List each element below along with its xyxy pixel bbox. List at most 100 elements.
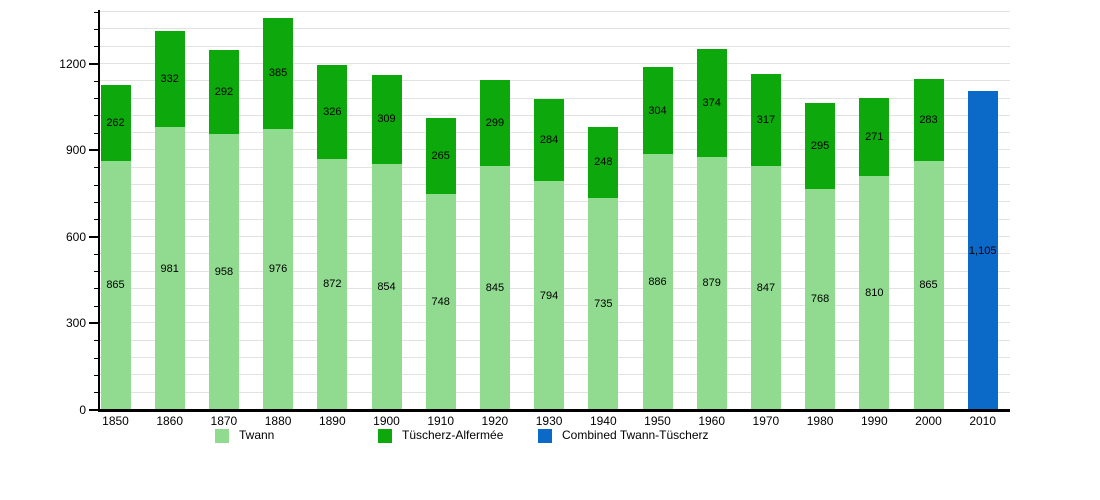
x-tick-label: 1960 [698, 414, 726, 428]
y-minor-tick [94, 80, 98, 82]
gridline [100, 28, 1010, 30]
bar-segment-1880 [263, 128, 294, 410]
y-tick-label: 600 [65, 229, 86, 244]
x-tick-label: 1850 [102, 414, 129, 428]
bar-segment-1870 [208, 133, 239, 410]
bar-segment-1920 [479, 80, 510, 167]
bar-value-label: 284 [539, 134, 559, 147]
bar-value-label: 845 [485, 282, 505, 295]
y-minor-tick [94, 340, 98, 342]
x-tick-label: 1870 [210, 414, 238, 428]
legend-swatch [378, 428, 392, 443]
bar-segment-1880 [263, 17, 294, 129]
legend-label: Tüscherz-Alfermée [402, 428, 504, 442]
y-minor-tick [94, 271, 98, 273]
bar-segment-1980 [805, 103, 836, 189]
bar-segment-1910 [425, 117, 456, 195]
bar-segment-1970 [750, 74, 781, 166]
bar-segment-1900 [371, 74, 402, 164]
bar-segment-1910 [425, 194, 456, 410]
x-tick-label: 1860 [156, 414, 184, 428]
bar-value-label: 304 [648, 104, 667, 117]
bar-segment-1940 [588, 126, 619, 199]
bar-segment-1930 [534, 181, 565, 410]
bar-value-label: 265 [431, 150, 450, 163]
y-minor-tick [94, 201, 98, 203]
legend-item: Combined Twann-Tüscherz [538, 428, 709, 443]
bar-value-label: 283 [919, 113, 938, 126]
y-major-tick [89, 322, 98, 325]
bar-value-label: 248 [594, 156, 613, 169]
bar-segment-1960 [696, 48, 727, 157]
bar-segment-2010 [967, 91, 998, 410]
x-tick-label: 1990 [860, 414, 888, 428]
bar-segment-1890 [317, 64, 348, 159]
bar-value-label: 976 [268, 263, 288, 276]
plot-area: 865 262 981 332 958 292 976 385 872 326 854 309 748 2… [100, 11, 1010, 410]
bar-segment-1990 [859, 98, 890, 177]
bar-segment-1870 [208, 49, 239, 134]
y-minor-tick [94, 11, 98, 13]
bar-segment-1960 [696, 156, 727, 410]
bar-value-label: 317 [756, 114, 776, 126]
bar-value-label: 299 [485, 117, 505, 130]
legend-item: Tüscherz-Alfermée [378, 428, 503, 443]
bar-segment-1850 [100, 84, 131, 161]
y-minor-tick [94, 219, 98, 221]
y-major-tick [89, 235, 98, 238]
x-tick-label: 1930 [535, 414, 563, 428]
y-minor-tick [94, 253, 98, 255]
legend-item: Twann [215, 428, 274, 443]
bar-value-label: 794 [539, 289, 559, 302]
bar-value-label: 271 [865, 131, 884, 144]
bar-value-label: 981 [160, 262, 179, 275]
bar-value-label: 958 [214, 265, 234, 278]
bar-value-label: 295 [810, 139, 830, 152]
bar-value-label: 326 [323, 105, 342, 118]
bar-value-label: 865 [106, 279, 125, 292]
gridline [100, 45, 1010, 47]
bar-value-label: 262 [106, 116, 125, 129]
y-minor-tick [94, 46, 98, 48]
y-minor-tick [94, 184, 98, 186]
bar-value-label: 872 [323, 278, 342, 291]
bar-segment-1930 [534, 99, 565, 182]
x-tick-label: 2010 [969, 414, 997, 428]
x-axis-line [98, 409, 1010, 412]
x-tick-label: 2000 [915, 414, 942, 428]
gridline [100, 11, 1010, 12]
x-tick-label: 1980 [806, 414, 834, 428]
bar-value-label: 847 [756, 281, 776, 294]
y-minor-tick [94, 392, 98, 394]
bar-value-label: 1,105 [968, 244, 997, 257]
bar-segment-1900 [371, 163, 402, 410]
bar-value-label: 735 [594, 298, 613, 310]
x-tick-label: 1890 [318, 414, 346, 428]
y-minor-tick [94, 288, 98, 290]
bar-value-label: 879 [702, 277, 721, 290]
bar-value-label: 385 [268, 66, 288, 79]
x-tick-label: 1920 [481, 414, 509, 428]
legend-swatch [215, 428, 229, 443]
y-tick-label: 1200 [59, 56, 86, 71]
bar-segment-1860 [154, 127, 185, 410]
bar-value-label: 309 [377, 113, 396, 126]
bar-value-label: 854 [377, 280, 396, 293]
y-minor-tick [94, 98, 98, 100]
x-tick-label: 1970 [752, 414, 780, 428]
bar-value-label: 810 [865, 287, 884, 300]
x-tick-label: 1880 [264, 414, 292, 428]
legend-label: Combined Twann-Tüscherz [562, 428, 709, 442]
bar-value-label: 865 [919, 279, 938, 292]
y-minor-tick [94, 28, 98, 30]
x-tick-label: 1900 [373, 414, 400, 428]
y-axis-line [98, 10, 100, 411]
x-tick-label: 1940 [589, 414, 617, 428]
bar-segment-1890 [317, 158, 348, 410]
bar-segment-1950 [642, 66, 673, 155]
bar-segment-2000 [913, 78, 944, 161]
bar-value-label: 748 [431, 296, 450, 309]
bar-segment-1950 [642, 154, 673, 410]
bar-value-label: 332 [160, 73, 179, 86]
y-minor-tick [94, 305, 98, 307]
